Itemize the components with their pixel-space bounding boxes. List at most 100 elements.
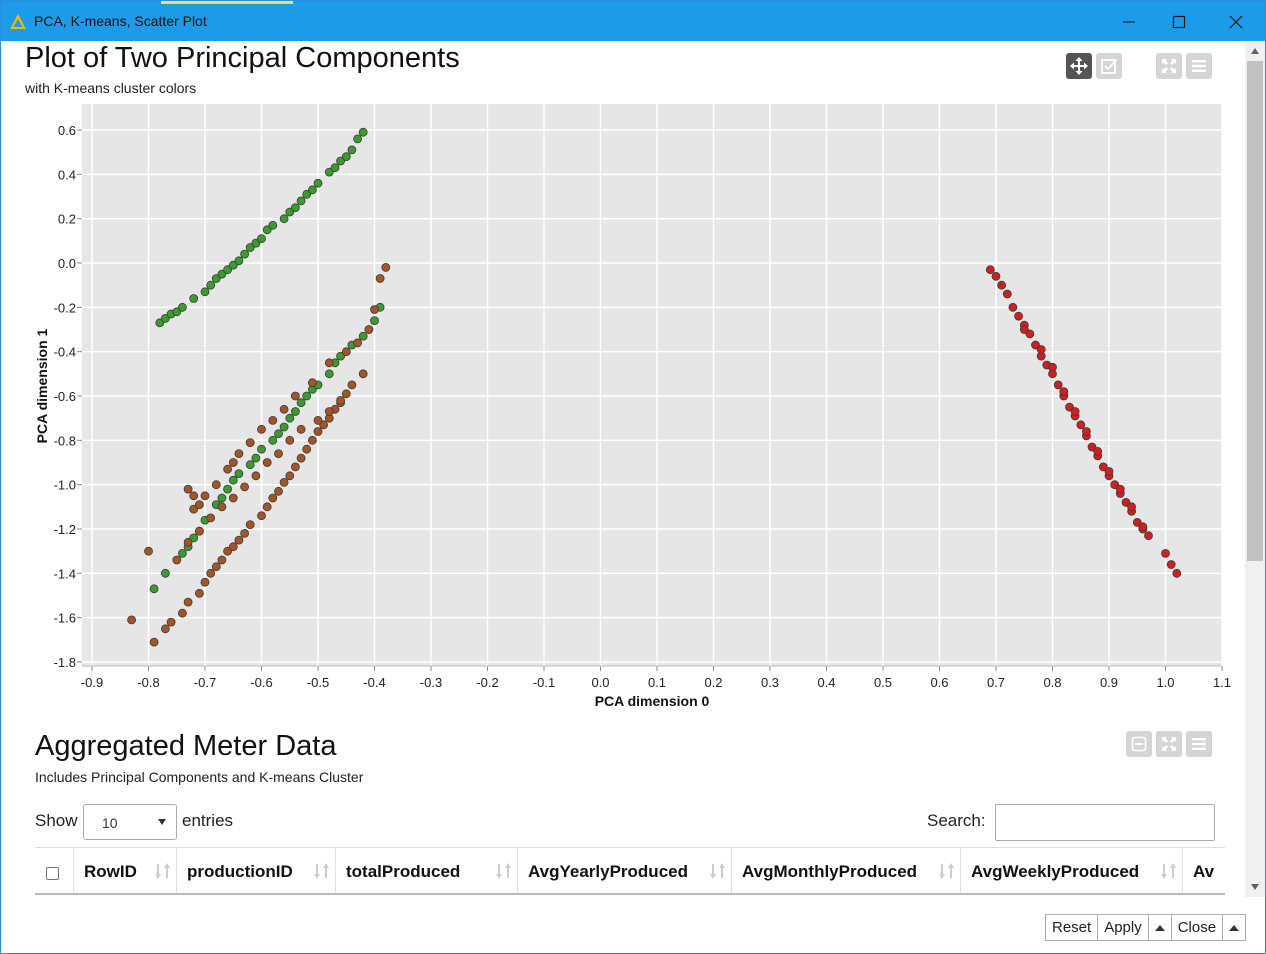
scatter-point[interactable] bbox=[1036, 345, 1046, 354]
scatter-point[interactable] bbox=[341, 389, 351, 399]
column-header-truncated[interactable]: Av bbox=[1183, 848, 1225, 893]
scatter-point[interactable] bbox=[1166, 560, 1176, 569]
scatter-point[interactable] bbox=[211, 480, 221, 490]
scatter-point[interactable] bbox=[189, 294, 199, 303]
scatter-point[interactable] bbox=[1087, 442, 1097, 452]
scatter-point[interactable] bbox=[177, 302, 187, 312]
scatter-point[interactable] bbox=[324, 167, 334, 177]
scatter-point[interactable] bbox=[285, 471, 295, 481]
scatter-point[interactable] bbox=[290, 407, 300, 416]
column-header-rowid[interactable]: RowID bbox=[74, 848, 177, 893]
scatter-point[interactable] bbox=[251, 453, 261, 463]
scatter-point[interactable] bbox=[985, 265, 995, 275]
scatter-point[interactable] bbox=[307, 435, 317, 445]
scatter-point[interactable] bbox=[296, 424, 306, 434]
scatter-point[interactable] bbox=[1076, 420, 1086, 430]
scatter-point[interactable] bbox=[268, 415, 278, 425]
scatter-point[interactable] bbox=[189, 504, 199, 514]
scatter-point[interactable] bbox=[336, 351, 346, 361]
scatter-point[interactable] bbox=[1031, 340, 1040, 350]
scatter-point[interactable] bbox=[194, 588, 204, 598]
scrollbar-thumb[interactable] bbox=[1247, 61, 1263, 561]
scatter-point[interactable] bbox=[200, 577, 210, 587]
reset-button[interactable]: Reset bbox=[1045, 914, 1099, 941]
scatter-point[interactable] bbox=[274, 449, 283, 459]
scatter-point[interactable] bbox=[194, 526, 204, 536]
scatter-point[interactable] bbox=[1070, 407, 1080, 416]
scatter-point[interactable] bbox=[234, 535, 244, 545]
scatter-point[interactable] bbox=[149, 584, 159, 594]
scatter-point[interactable] bbox=[1104, 466, 1114, 476]
scatter-point[interactable] bbox=[353, 134, 363, 144]
apply-options-button[interactable] bbox=[1147, 914, 1172, 941]
column-header-avgmonthlyproduced[interactable]: AvgMonthlyProduced bbox=[732, 848, 961, 893]
scatter-point[interactable] bbox=[290, 462, 300, 472]
scatter-point[interactable] bbox=[313, 415, 323, 425]
vertical-scrollbar[interactable] bbox=[1245, 41, 1265, 897]
scatter-point[interactable] bbox=[341, 347, 351, 357]
scatter-point[interactable] bbox=[296, 398, 306, 408]
table-menu-button[interactable] bbox=[1186, 731, 1212, 757]
scatter-point[interactable] bbox=[268, 220, 278, 230]
scatter-point[interactable] bbox=[364, 325, 374, 334]
scatter-point[interactable] bbox=[313, 178, 323, 188]
scatter-point[interactable] bbox=[240, 249, 250, 259]
scatter-point[interactable] bbox=[313, 427, 323, 436]
scatter-point[interactable] bbox=[307, 378, 317, 388]
scatter-point[interactable] bbox=[336, 156, 346, 166]
scatter-point[interactable] bbox=[290, 391, 300, 401]
column-header-productionid[interactable]: productionID bbox=[177, 848, 336, 893]
scatter-point[interactable] bbox=[200, 491, 210, 501]
scatter-point[interactable] bbox=[302, 444, 312, 454]
scatter-point[interactable] bbox=[223, 464, 233, 474]
scatter-point[interactable] bbox=[149, 637, 159, 647]
scatter-point[interactable] bbox=[240, 528, 250, 538]
scatter-point[interactable] bbox=[1053, 380, 1063, 390]
scatter-point[interactable] bbox=[166, 617, 176, 627]
scatter-point[interactable] bbox=[285, 435, 295, 445]
scatter-point[interactable] bbox=[1115, 484, 1125, 494]
close-button[interactable]: Close bbox=[1170, 914, 1224, 941]
scatter-point[interactable] bbox=[358, 127, 368, 137]
scatter-point[interactable] bbox=[206, 568, 216, 578]
scatter-point[interactable] bbox=[217, 493, 227, 503]
scatter-point[interactable] bbox=[1008, 302, 1018, 312]
scatter-point[interactable] bbox=[1144, 531, 1153, 541]
scatter-point[interactable] bbox=[1019, 325, 1029, 334]
scatter-point[interactable] bbox=[285, 413, 295, 423]
scatter-point[interactable] bbox=[274, 429, 283, 439]
scatter-point[interactable] bbox=[307, 185, 317, 195]
scatter-point[interactable] bbox=[279, 477, 289, 487]
scatter-point[interactable] bbox=[223, 265, 233, 275]
scatter-point[interactable] bbox=[234, 256, 244, 266]
scatter-point[interactable] bbox=[228, 493, 238, 503]
scatter-point[interactable] bbox=[1161, 548, 1170, 558]
scatter-point[interactable] bbox=[274, 486, 283, 496]
scatter-point[interactable] bbox=[370, 305, 379, 314]
scatter-point[interactable] bbox=[240, 482, 250, 492]
scatter-point[interactable] bbox=[257, 511, 266, 521]
scroll-down-button[interactable] bbox=[1245, 879, 1265, 895]
scatter-plot[interactable]: 0.6 0.4 0.2 0.0 -0.2 -0.4 -0.6 -0.8 -1.0 -1.2 -1.4… bbox=[1, 101, 1245, 721]
scatter-point[interactable] bbox=[160, 624, 170, 634]
scatter-point[interactable] bbox=[1098, 462, 1108, 472]
scatter-point[interactable] bbox=[1138, 522, 1148, 532]
scatter-point[interactable] bbox=[160, 313, 170, 323]
scatter-point[interactable] bbox=[296, 453, 306, 463]
scatter-point[interactable] bbox=[324, 407, 334, 416]
scatter-point[interactable] bbox=[279, 404, 289, 414]
scatter-point[interactable] bbox=[245, 243, 255, 252]
scatter-point[interactable] bbox=[251, 471, 261, 481]
scatter-point[interactable] bbox=[324, 358, 334, 368]
scatter-point[interactable] bbox=[336, 395, 346, 405]
scatter-point[interactable] bbox=[1082, 427, 1091, 436]
column-header-avgyearlyproduced[interactable]: AvgYearlyProduced bbox=[518, 848, 732, 893]
scatter-point[interactable] bbox=[1093, 446, 1103, 456]
table-fullscreen-button[interactable] bbox=[1156, 731, 1182, 757]
scatter-point[interactable] bbox=[279, 422, 289, 432]
scatter-point[interactable] bbox=[302, 391, 312, 401]
scroll-up-button[interactable] bbox=[1245, 43, 1265, 59]
search-input[interactable] bbox=[995, 804, 1215, 841]
select-all-checkbox[interactable] bbox=[46, 867, 59, 880]
scatter-point[interactable] bbox=[200, 287, 210, 297]
